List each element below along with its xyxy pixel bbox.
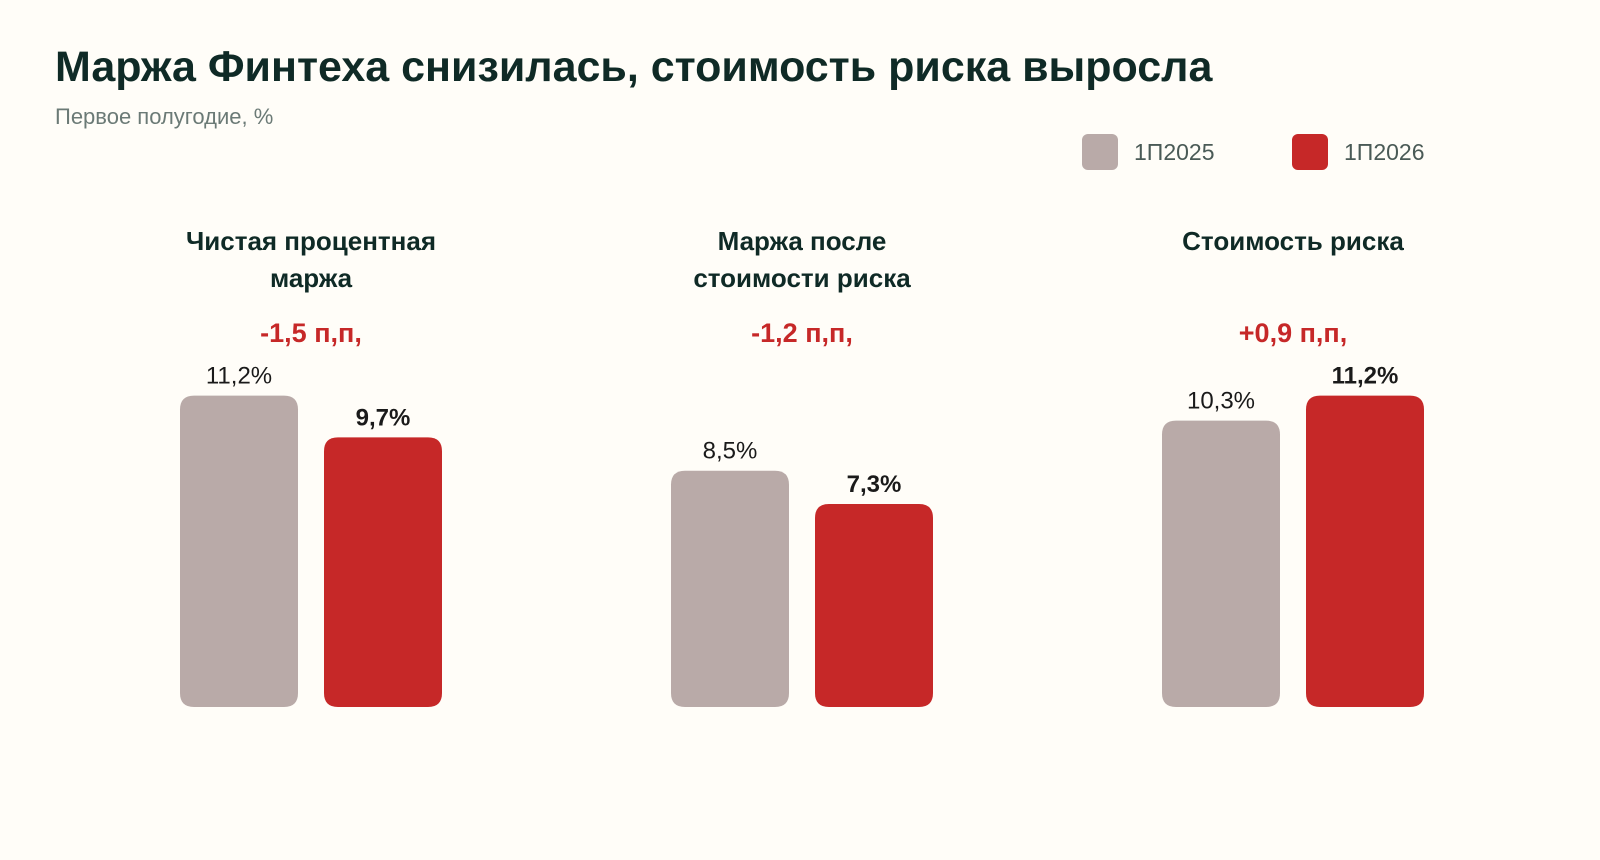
legend-swatch-1p2026 (1292, 134, 1328, 170)
bar-1p2025-1 (180, 395, 298, 707)
bar-group-1: Чистая процентная маржа -1,5 п,п, 11,2% 9,7% (180, 226, 442, 707)
legend-swatch-1p2025 (1082, 134, 1118, 170)
bar-1p2025-2 (671, 470, 789, 707)
legend-label-1p2026: 1П2026 (1344, 138, 1425, 165)
value-label-1p2026-3: 11,2% (1332, 363, 1399, 390)
bar-1p2025-3 (1162, 420, 1280, 707)
delta-label-2: -1,2 п,п, (751, 318, 853, 348)
value-label-1p2025-2: 8,5% (703, 438, 758, 465)
category-label-1-line-2: маржа (270, 263, 353, 293)
category-label-3-line-1: Стоимость риска (1182, 226, 1404, 256)
value-label-1p2026-1: 9,7% (356, 404, 411, 431)
value-label-1p2025-1: 11,2% (206, 363, 272, 390)
category-label-2-line-2: стоимости риска (693, 263, 911, 293)
legend-label-1p2025: 1П2025 (1134, 138, 1215, 165)
bar-1p2026-1 (324, 437, 442, 707)
bar-1p2026-3 (1306, 395, 1424, 707)
chart-title: Маржа Финтеха снизилась, стоимость риска… (55, 43, 1213, 91)
delta-label-1: -1,5 п,п, (260, 318, 362, 348)
delta-label-3: +0,9 п,п, (1239, 318, 1347, 348)
bar-1p2026-2 (815, 504, 933, 707)
bar-group-3: Стоимость риска +0,9 п,п, 10,3% 11,2% (1162, 226, 1424, 707)
value-label-1p2026-2: 7,3% (847, 471, 902, 498)
category-label-2-line-1: Маржа после (718, 226, 887, 256)
bar-group-2: Маржа после стоимости риска -1,2 п,п, 8,5% 7… (671, 226, 933, 707)
value-label-1p2025-3: 10,3% (1187, 388, 1255, 415)
category-label-1-line-1: Чистая процентная (186, 226, 436, 256)
legend-item-1p2025: 1П2025 (1082, 134, 1215, 170)
legend-item-1p2026: 1П2026 (1292, 134, 1425, 170)
chart-subtitle: Первое полугодие, % (55, 104, 274, 129)
